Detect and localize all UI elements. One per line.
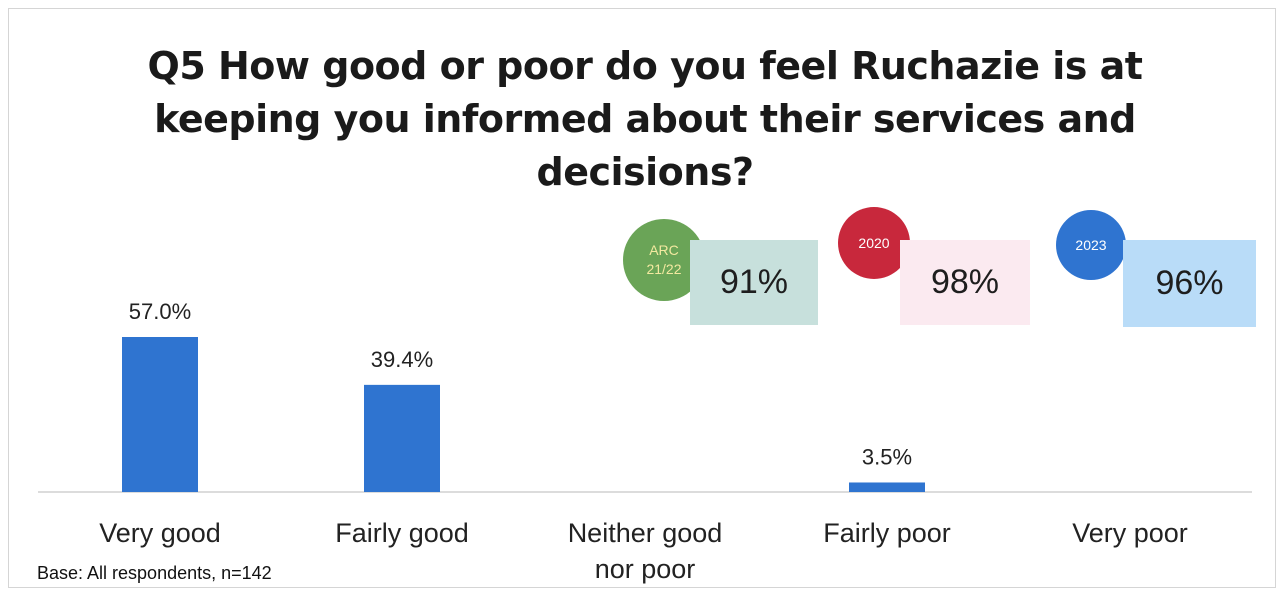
arc-value: 91% [720,263,788,302]
value-label-0: 57.0% [129,299,191,324]
2020-value-box: 98% [900,240,1030,325]
category-label-4: Very poor [1072,518,1188,548]
badge-2023-label: 2023 [1075,236,1106,255]
base-note: Base: All respondents, n=142 [37,563,272,584]
value-label-1: 39.4% [371,347,433,372]
category-label-1: Fairly good [335,518,469,548]
badge-arc-label: ARC 21/22 [639,241,689,279]
2023-value: 96% [1155,264,1223,303]
category-label-2: nor poor [595,554,696,584]
arc-value-box: 91% [690,240,818,325]
category-label-2: Neither good [568,518,723,548]
bar-0 [122,337,198,492]
2023-value-box: 96% [1123,240,1256,327]
badge-2023: 2023 [1056,210,1126,280]
2020-value: 98% [931,263,999,302]
bar-3 [849,482,925,492]
value-label-3: 3.5% [862,444,912,469]
category-label-3: Fairly poor [823,518,951,548]
badge-2020-label: 2020 [858,234,889,253]
category-label-0: Very good [99,518,221,548]
bar-1 [364,385,440,492]
